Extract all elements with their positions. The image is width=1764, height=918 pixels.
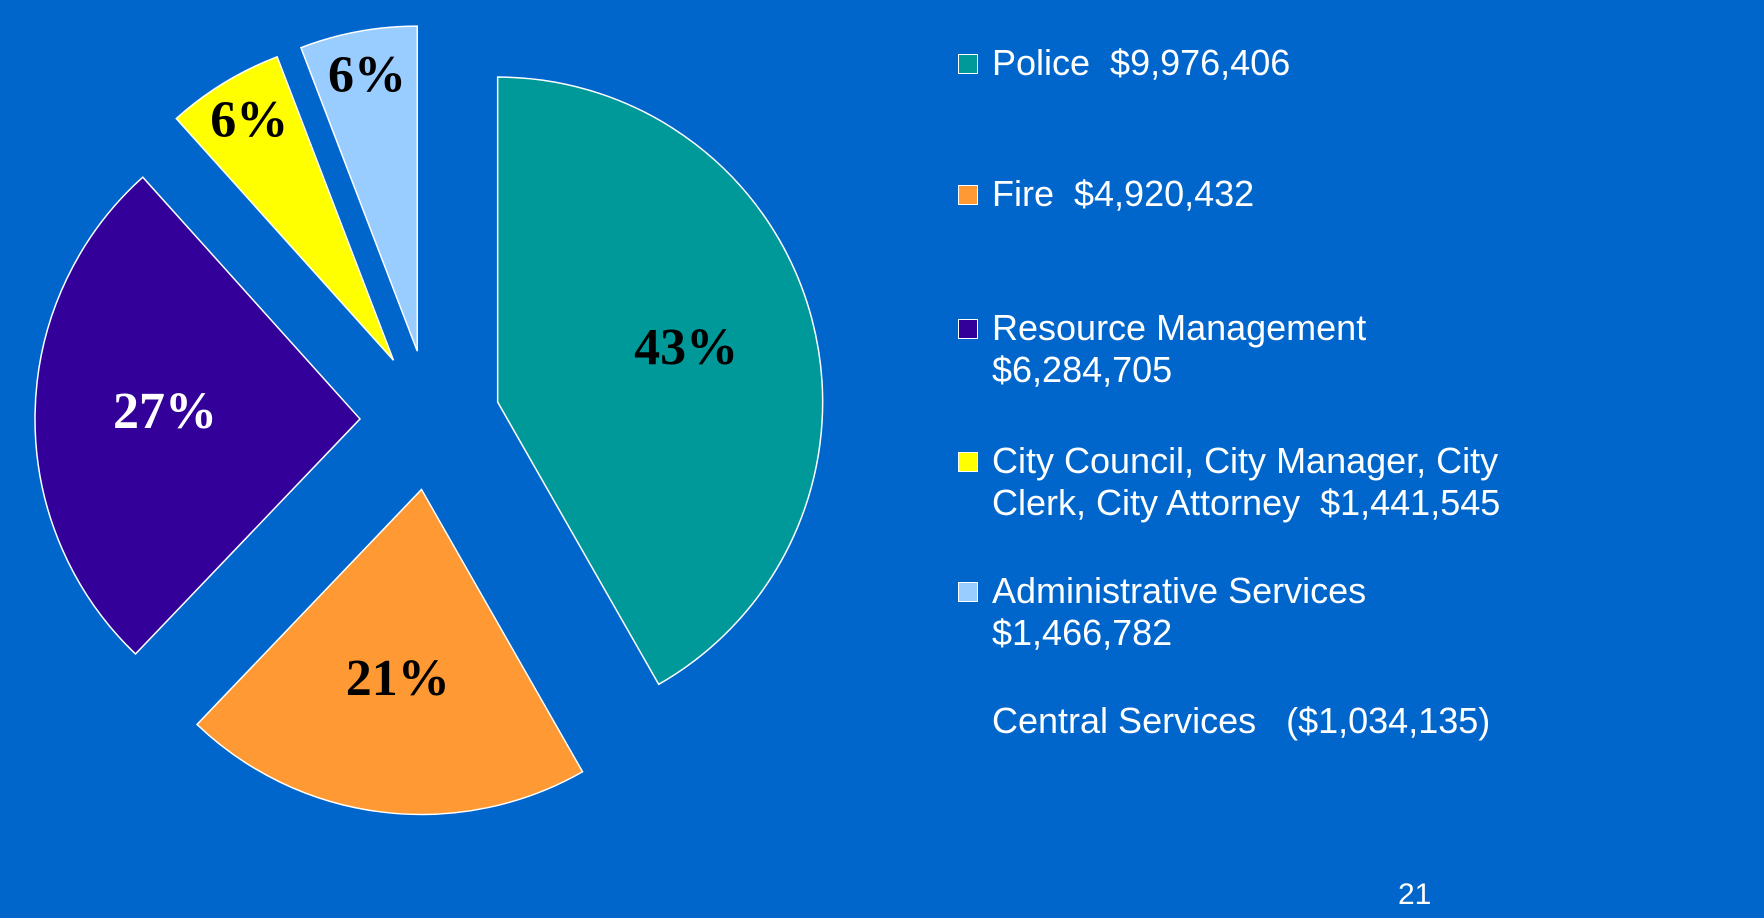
legend-swatch (958, 319, 978, 339)
slice-label: 6% (328, 46, 406, 103)
legend-label: Resource Management $6,284,705 (992, 307, 1367, 390)
pie-slice (299, 25, 419, 352)
legend-label: Fire $4,920,432 (992, 173, 1255, 214)
annotation: Central Services ($1,034,135) (992, 700, 1491, 741)
pie-chart: 43% 21% 27% 6% 6% (34, 25, 824, 816)
legend-swatch (958, 185, 978, 205)
legend-label: Police $9,976,406 (992, 42, 1291, 83)
slice-label: 6% (210, 92, 288, 149)
legend-swatch (958, 54, 978, 74)
pie-slice (195, 488, 584, 816)
legend-label: City Council, City Manager, City Clerk, … (992, 440, 1501, 523)
legend-swatch (958, 452, 978, 472)
slice-label: 43% (634, 319, 738, 376)
pie-slice (34, 176, 362, 655)
pie-slice (175, 55, 395, 361)
slice-label: 27% (113, 383, 217, 440)
slice-label: 21% (346, 650, 450, 707)
legend-label: Administrative Services $1,466,782 (992, 570, 1367, 653)
pie-slice (496, 76, 824, 686)
page-number: 21 (1398, 878, 1432, 911)
legend-swatch (958, 582, 978, 602)
